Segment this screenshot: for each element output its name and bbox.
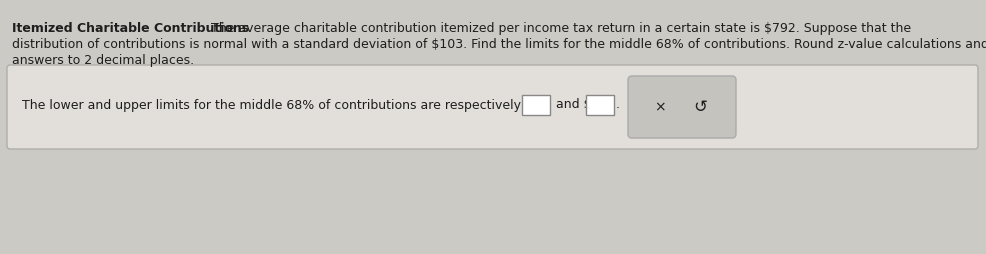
Bar: [522, 95, 549, 115]
Bar: [586, 95, 613, 115]
FancyBboxPatch shape: [7, 65, 977, 149]
Text: Itemized Charitable Contributions: Itemized Charitable Contributions: [12, 22, 248, 35]
FancyBboxPatch shape: [627, 76, 736, 138]
Text: and $: and $: [551, 99, 591, 112]
Text: .: .: [615, 99, 619, 112]
Text: The average charitable contribution itemized per income tax return in a certain : The average charitable contribution item…: [207, 22, 910, 35]
Text: distribution of contributions is normal with a standard deviation of $103. Find : distribution of contributions is normal …: [12, 38, 986, 51]
Text: ×: ×: [654, 100, 666, 114]
Text: ↺: ↺: [692, 98, 706, 116]
Text: The lower and upper limits for the middle 68% of contributions are respectively : The lower and upper limits for the middl…: [22, 99, 532, 112]
Text: answers to 2 decimal places.: answers to 2 decimal places.: [12, 54, 194, 67]
